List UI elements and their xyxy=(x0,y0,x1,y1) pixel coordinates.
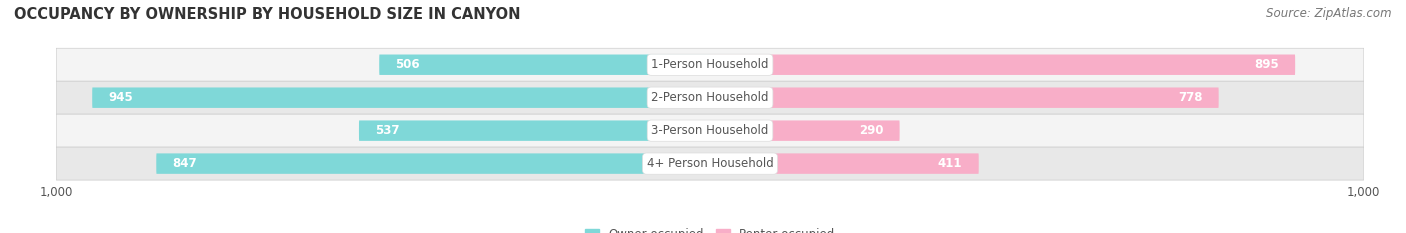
Text: 847: 847 xyxy=(173,157,197,170)
FancyBboxPatch shape xyxy=(156,153,710,174)
FancyBboxPatch shape xyxy=(380,55,710,75)
Legend: Owner-occupied, Renter-occupied: Owner-occupied, Renter-occupied xyxy=(579,224,841,233)
FancyBboxPatch shape xyxy=(56,81,1364,114)
Text: 4+ Person Household: 4+ Person Household xyxy=(647,157,773,170)
Text: 411: 411 xyxy=(938,157,962,170)
Text: 3-Person Household: 3-Person Household xyxy=(651,124,769,137)
Text: 1-Person Household: 1-Person Household xyxy=(651,58,769,71)
Text: 945: 945 xyxy=(108,91,134,104)
FancyBboxPatch shape xyxy=(359,120,710,141)
FancyBboxPatch shape xyxy=(710,153,979,174)
FancyBboxPatch shape xyxy=(710,120,900,141)
Text: 290: 290 xyxy=(859,124,883,137)
FancyBboxPatch shape xyxy=(56,147,1364,180)
Text: 506: 506 xyxy=(395,58,420,71)
FancyBboxPatch shape xyxy=(710,87,1219,108)
Text: Source: ZipAtlas.com: Source: ZipAtlas.com xyxy=(1267,7,1392,20)
Text: 895: 895 xyxy=(1254,58,1279,71)
Text: 778: 778 xyxy=(1178,91,1202,104)
FancyBboxPatch shape xyxy=(710,55,1295,75)
Text: OCCUPANCY BY OWNERSHIP BY HOUSEHOLD SIZE IN CANYON: OCCUPANCY BY OWNERSHIP BY HOUSEHOLD SIZE… xyxy=(14,7,520,22)
Text: 2-Person Household: 2-Person Household xyxy=(651,91,769,104)
FancyBboxPatch shape xyxy=(56,114,1364,147)
FancyBboxPatch shape xyxy=(56,48,1364,81)
FancyBboxPatch shape xyxy=(93,87,710,108)
Text: 537: 537 xyxy=(375,124,399,137)
